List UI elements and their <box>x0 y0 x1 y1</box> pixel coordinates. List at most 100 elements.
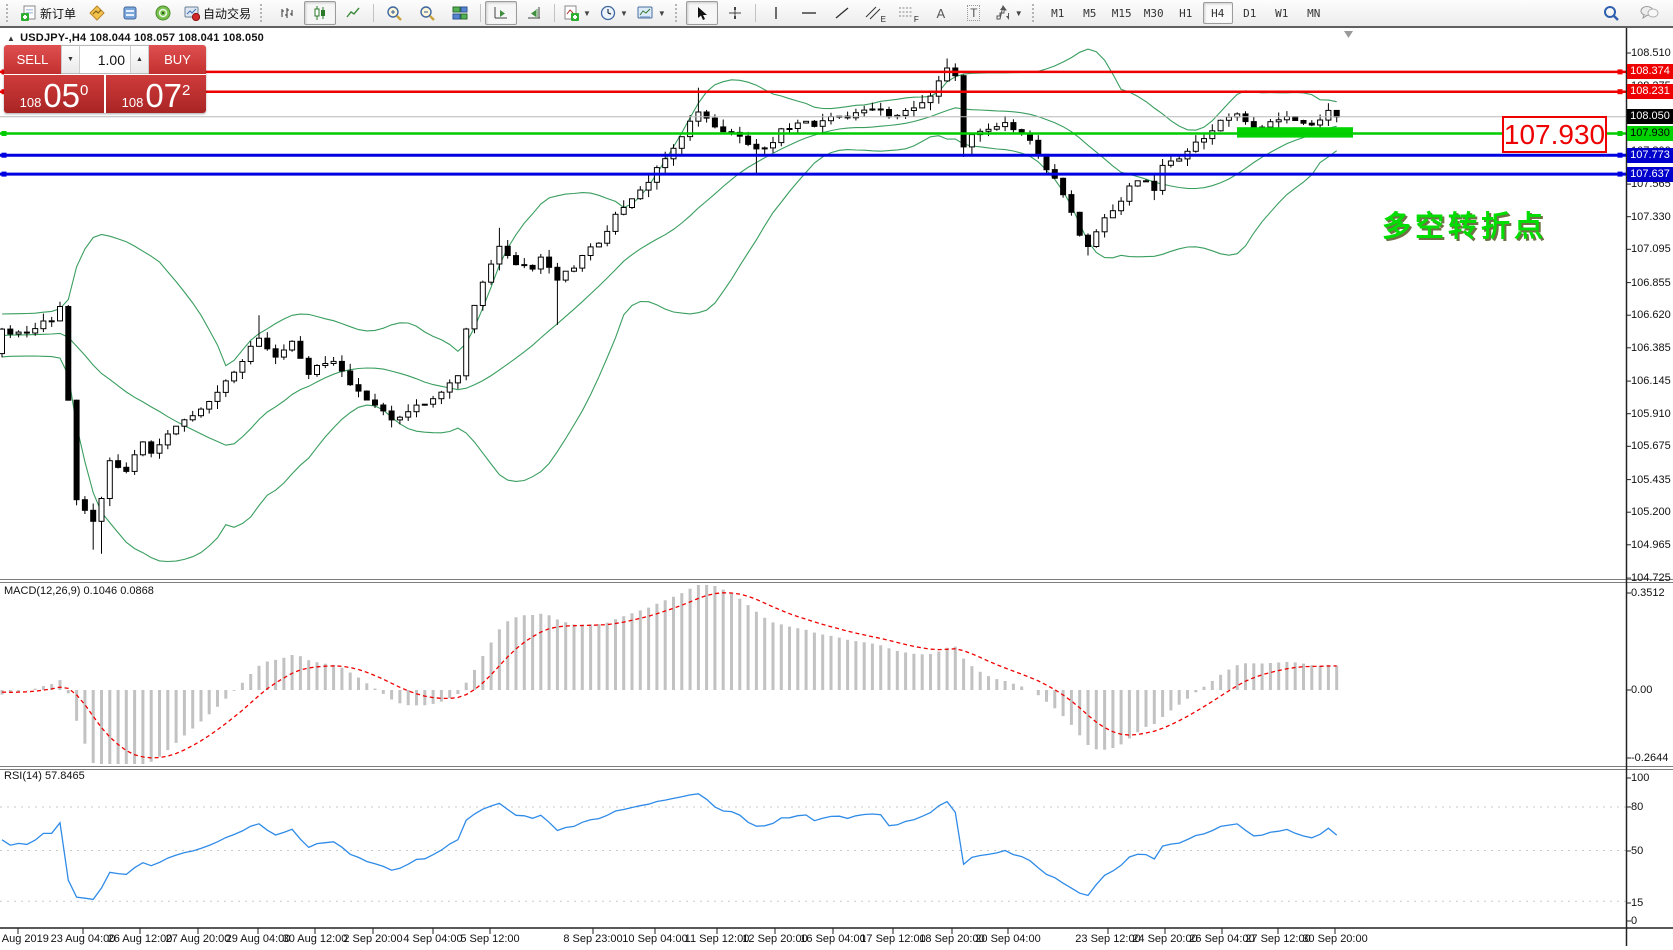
label-tool-label: T <box>967 5 981 21</box>
zoom-out-button[interactable] <box>411 1 443 25</box>
price-callout-label[interactable]: 107.930 <box>1502 116 1607 153</box>
dropdown-arrow-icon: ▼ <box>657 8 666 18</box>
time-axis-label: 23 Sep 12:00 <box>1075 933 1141 945</box>
crosshair-button[interactable] <box>719 1 751 25</box>
macd-signal-line <box>1 592 1337 759</box>
text-button[interactable]: A <box>925 1 957 25</box>
timeframe-button-h1[interactable]: H1 <box>1179 6 1193 20</box>
price-chart-canvas[interactable] <box>0 28 1673 950</box>
market-watch-icon <box>89 5 105 21</box>
templates-icon <box>637 6 653 19</box>
timeframe-button-m1[interactable]: M1 <box>1051 6 1065 20</box>
price-axis-tick: 106.855 <box>1631 276 1671 289</box>
line-endpoint-marker[interactable] <box>1617 89 1623 95</box>
indicators-icon <box>564 5 580 21</box>
bollinger-middle-band <box>1 107 1337 446</box>
chart-title: ▲ USDJPY-,H4 108.044 108.057 108.041 108.… <box>7 32 264 44</box>
timeframe-button-mn[interactable]: MN <box>1307 6 1321 20</box>
time-axis-label: 29 Aug 04:00 <box>225 933 291 945</box>
time-axis-label: 12 Sep 20:00 <box>742 933 808 945</box>
price-badge: 107.930 <box>1627 125 1673 141</box>
cursor-button[interactable] <box>685 1 718 25</box>
sell-price-sup: 0 <box>80 82 89 99</box>
time-axis-label: 26 Sep 04:00 <box>1189 933 1255 945</box>
bollinger-lower-band <box>1 135 1338 563</box>
line-endpoint-marker[interactable] <box>1617 69 1623 75</box>
line-chart-button[interactable] <box>337 1 369 25</box>
line-chart-icon <box>346 7 360 18</box>
toolbar-separator <box>480 4 482 22</box>
buy-button[interactable]: BUY <box>149 45 206 74</box>
vertical-line-icon <box>775 7 777 19</box>
trendline-icon <box>835 7 849 19</box>
buy-price-big: 07 <box>145 77 183 113</box>
new-order-button[interactable]: 新订单 <box>17 1 80 25</box>
auto-scroll-button[interactable] <box>485 1 518 25</box>
autotrading-label: 自动交易 <box>203 6 252 21</box>
line-endpoint-marker[interactable] <box>1 131 7 136</box>
templates-button[interactable]: ▼ <box>633 1 670 25</box>
price-axis-tick: 104.725 <box>1631 572 1671 585</box>
price-axis-tick: 106.620 <box>1631 309 1671 322</box>
timeframe-button-m5[interactable]: M5 <box>1083 6 1097 20</box>
timeframe-button-m30[interactable]: M30 <box>1143 6 1164 20</box>
line-endpoint-marker[interactable] <box>1 171 7 177</box>
chart-area[interactable]: ▲ USDJPY-,H4 108.044 108.057 108.041 108.… <box>0 28 1673 950</box>
periods-button[interactable]: ▼ <box>596 1 632 25</box>
volume-value[interactable]: 1.00 <box>97 51 125 68</box>
volume-decrease-button[interactable]: ▼ <box>61 46 80 73</box>
candlestick-chart-button[interactable] <box>304 1 337 25</box>
buy-price[interactable]: 108 07 2 <box>106 75 206 113</box>
arrows-button[interactable]: ▼ <box>991 1 1027 25</box>
line-endpoint-marker[interactable] <box>1617 152 1623 158</box>
tile-windows-button[interactable] <box>444 1 476 25</box>
timeframe-button-d1[interactable]: D1 <box>1243 6 1257 20</box>
indicator-axis-tick: 0.3512 <box>1631 587 1665 599</box>
chart-annotation-text[interactable]: 多空转折点 <box>1382 211 1548 243</box>
macd-value-main: 0.1046 <box>83 585 118 597</box>
trendline-button[interactable] <box>826 1 858 25</box>
volume-increase-button[interactable]: ▲ <box>130 46 149 73</box>
bar-chart-button[interactable] <box>271 1 303 25</box>
collapse-arrow-icon[interactable]: ▲ <box>7 34 16 43</box>
line-endpoint-marker[interactable] <box>1617 171 1623 177</box>
time-axis-label: 23 Aug 04:00 <box>50 933 116 945</box>
navigator-button[interactable] <box>147 1 179 25</box>
price-axis-tick: 107.095 <box>1631 243 1671 256</box>
indicators-button[interactable]: ▼ <box>559 1 595 25</box>
zoom-in-button[interactable] <box>378 1 410 25</box>
text-label-button[interactable]: T <box>958 1 990 25</box>
toolbar-separator <box>373 4 375 22</box>
sell-price[interactable]: 108 05 0 <box>4 75 104 113</box>
horizontal-line-icon <box>801 12 816 14</box>
autotrading-icon <box>184 6 201 21</box>
equidistant-channel-button[interactable]: E <box>859 1 891 25</box>
timeframe-button-w1[interactable]: W1 <box>1275 6 1289 20</box>
sell-button[interactable]: SELL <box>4 45 61 74</box>
market-watch-button[interactable] <box>81 1 113 25</box>
dropdown-arrow-icon: ▼ <box>1014 8 1023 18</box>
macd-label: MACD(12,26,9) 0.1046 0.0868 <box>4 585 154 597</box>
dropdown-arrow-icon: ▼ <box>583 8 591 18</box>
horizontal-line-button[interactable] <box>793 1 825 25</box>
search-button[interactable] <box>1595 1 1627 25</box>
fibonacci-button[interactable]: F <box>892 1 924 25</box>
toolbar-grip <box>6 4 13 22</box>
tile-windows-icon <box>452 6 468 20</box>
time-axis-label: 17 Sep 12:00 <box>860 933 926 945</box>
line-endpoint-marker[interactable] <box>1617 131 1623 136</box>
candlestick-chart-icon <box>314 6 326 20</box>
search-icon <box>1603 5 1619 21</box>
time-axis-label: 11 Sep 12:00 <box>684 933 750 945</box>
autotrading-button[interactable]: 自动交易 <box>180 1 255 25</box>
timeframe-button-m15[interactable]: M15 <box>1111 6 1132 20</box>
timeframe-button-h4[interactable]: H4 <box>1202 2 1233 24</box>
indicator-axis-tick: 0.00 <box>1631 684 1653 696</box>
data-window-button[interactable] <box>114 1 146 25</box>
line-endpoint-marker[interactable] <box>1 152 7 158</box>
toolbar-separator <box>554 4 556 22</box>
time-axis-label: 16 Sep 04:00 <box>800 933 866 945</box>
vertical-line-button[interactable] <box>760 1 792 25</box>
chart-shift-button[interactable] <box>518 1 550 25</box>
chat-button[interactable] <box>1633 1 1665 25</box>
